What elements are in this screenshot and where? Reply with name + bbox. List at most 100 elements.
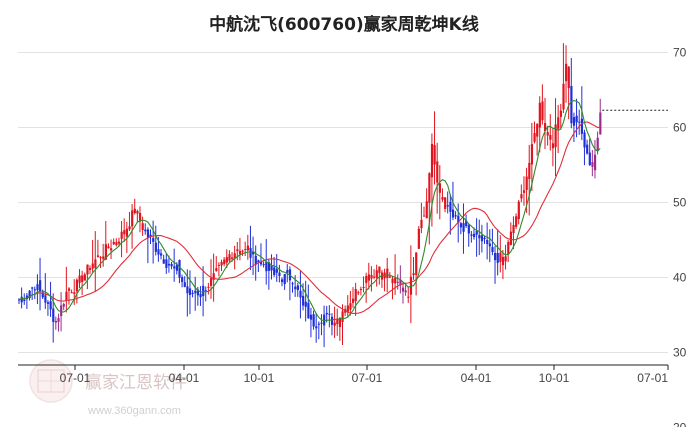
- candle: [283, 273, 286, 290]
- candle: [486, 222, 489, 260]
- candle: [433, 111, 436, 185]
- candle: [238, 237, 242, 261]
- candle: [246, 234, 250, 260]
- candle: [154, 225, 157, 256]
- candle: [475, 218, 478, 257]
- candle: [459, 221, 463, 235]
- candle: [160, 249, 163, 260]
- candle: [454, 211, 457, 220]
- candle: [425, 188, 428, 219]
- candle: [252, 236, 255, 275]
- candle: [112, 238, 115, 246]
- candle: [544, 97, 547, 150]
- candle: [586, 139, 589, 155]
- candle: [49, 281, 52, 317]
- candle: [133, 198, 136, 215]
- candle: [509, 222, 513, 246]
- candle: [583, 129, 586, 166]
- candle: [107, 243, 110, 249]
- candle: [588, 138, 591, 166]
- candle: [75, 278, 79, 304]
- candle: [99, 256, 102, 269]
- candle: [557, 104, 560, 154]
- candle: [323, 305, 326, 348]
- candle: [178, 259, 181, 284]
- candle: [446, 191, 449, 214]
- candle: [144, 223, 147, 235]
- candle: [278, 264, 281, 283]
- candle: [338, 317, 342, 341]
- candle: [209, 259, 213, 299]
- candle: [541, 84, 544, 125]
- candle: [244, 241, 247, 256]
- candle: [478, 219, 481, 256]
- candle: [320, 314, 323, 336]
- x-tick-label: 07-01: [352, 371, 383, 385]
- candle: [554, 98, 557, 177]
- candle: [257, 259, 260, 273]
- candle: [138, 206, 142, 233]
- candle: [96, 239, 100, 258]
- candle: [551, 128, 555, 167]
- candle: [441, 188, 444, 202]
- candle: [462, 203, 465, 254]
- candle: [46, 300, 50, 316]
- candle: [304, 280, 307, 322]
- candle: [81, 270, 84, 295]
- candle: [538, 96, 541, 153]
- y-tick-label: 40: [673, 271, 687, 285]
- candle: [188, 270, 192, 315]
- candle: [467, 224, 470, 247]
- candle: [330, 313, 334, 336]
- candle: [83, 272, 86, 281]
- candle: [444, 197, 447, 213]
- candle: [275, 254, 278, 282]
- candle: [309, 307, 313, 338]
- candle: [341, 304, 344, 346]
- candle: [346, 295, 349, 318]
- candle: [430, 133, 434, 227]
- candle: [146, 227, 150, 264]
- candle: [228, 250, 231, 263]
- y-tick-label: 20: [673, 421, 687, 427]
- candle: [281, 277, 284, 287]
- candle: [117, 237, 121, 247]
- candle: [407, 286, 410, 303]
- candle: [373, 269, 376, 280]
- candle: [501, 250, 505, 280]
- candle: [141, 216, 144, 236]
- x-tick-label: 04-01: [461, 371, 492, 385]
- candle: [480, 224, 484, 253]
- gridlines: [18, 52, 668, 353]
- candle: [299, 270, 302, 319]
- watermark-seal-icon: [29, 359, 73, 403]
- candle: [380, 269, 384, 288]
- candle: [312, 310, 315, 330]
- candle: [220, 259, 223, 272]
- y-tick-label: 50: [673, 196, 687, 210]
- candle: [199, 286, 202, 306]
- candle: [307, 284, 310, 319]
- candle: [570, 57, 573, 129]
- candle: [262, 261, 265, 268]
- candle: [591, 149, 594, 177]
- x-axis: 07-01 04-01 10-01 07-01 04-01 10-01 07-01: [18, 364, 669, 385]
- candle: [225, 249, 228, 268]
- candle: [212, 253, 215, 302]
- candle: [578, 109, 581, 135]
- watermark-url: www.360gann.com: [87, 405, 181, 417]
- candle: [94, 231, 97, 293]
- candle: [367, 262, 370, 290]
- candle: [91, 240, 94, 273]
- candle: [36, 274, 39, 305]
- candle: [599, 98, 602, 135]
- candle: [375, 264, 378, 287]
- candle: [273, 256, 276, 278]
- x-tick-label: 10-01: [539, 371, 570, 385]
- x-tick-label: 04-01: [169, 371, 200, 385]
- candle: [65, 266, 68, 313]
- candle: [78, 269, 81, 288]
- candle: [423, 206, 426, 217]
- candle: [352, 287, 355, 308]
